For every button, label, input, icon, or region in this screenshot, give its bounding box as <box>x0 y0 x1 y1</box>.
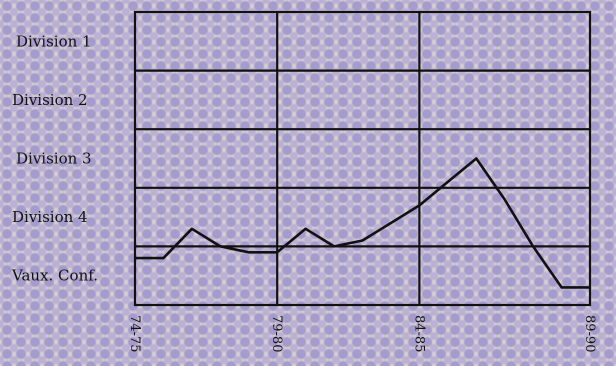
y-category-label: Vaux. Conf. <box>11 267 98 285</box>
x-tick-label: 84-85 <box>411 315 426 352</box>
x-tick-label: 79-80 <box>269 315 284 352</box>
y-category-label: Division 3 <box>16 150 92 168</box>
series-line <box>135 157 590 289</box>
y-category-label: Division 1 <box>16 32 92 50</box>
y-category-label: Division 4 <box>12 208 88 226</box>
series-layer <box>135 157 590 289</box>
x-tick-label: 89-90 <box>582 315 597 352</box>
chart-grid <box>133 10 592 307</box>
y-category-labels: Vaux. Conf. Division 4 Division 3 Division … <box>11 32 98 284</box>
x-tick-labels: 74-75 79-80 84-85 89-90 <box>127 315 597 352</box>
plot-frame <box>133 10 592 307</box>
x-tick-label: 74-75 <box>127 315 142 352</box>
y-category-label: Division 2 <box>12 91 88 109</box>
